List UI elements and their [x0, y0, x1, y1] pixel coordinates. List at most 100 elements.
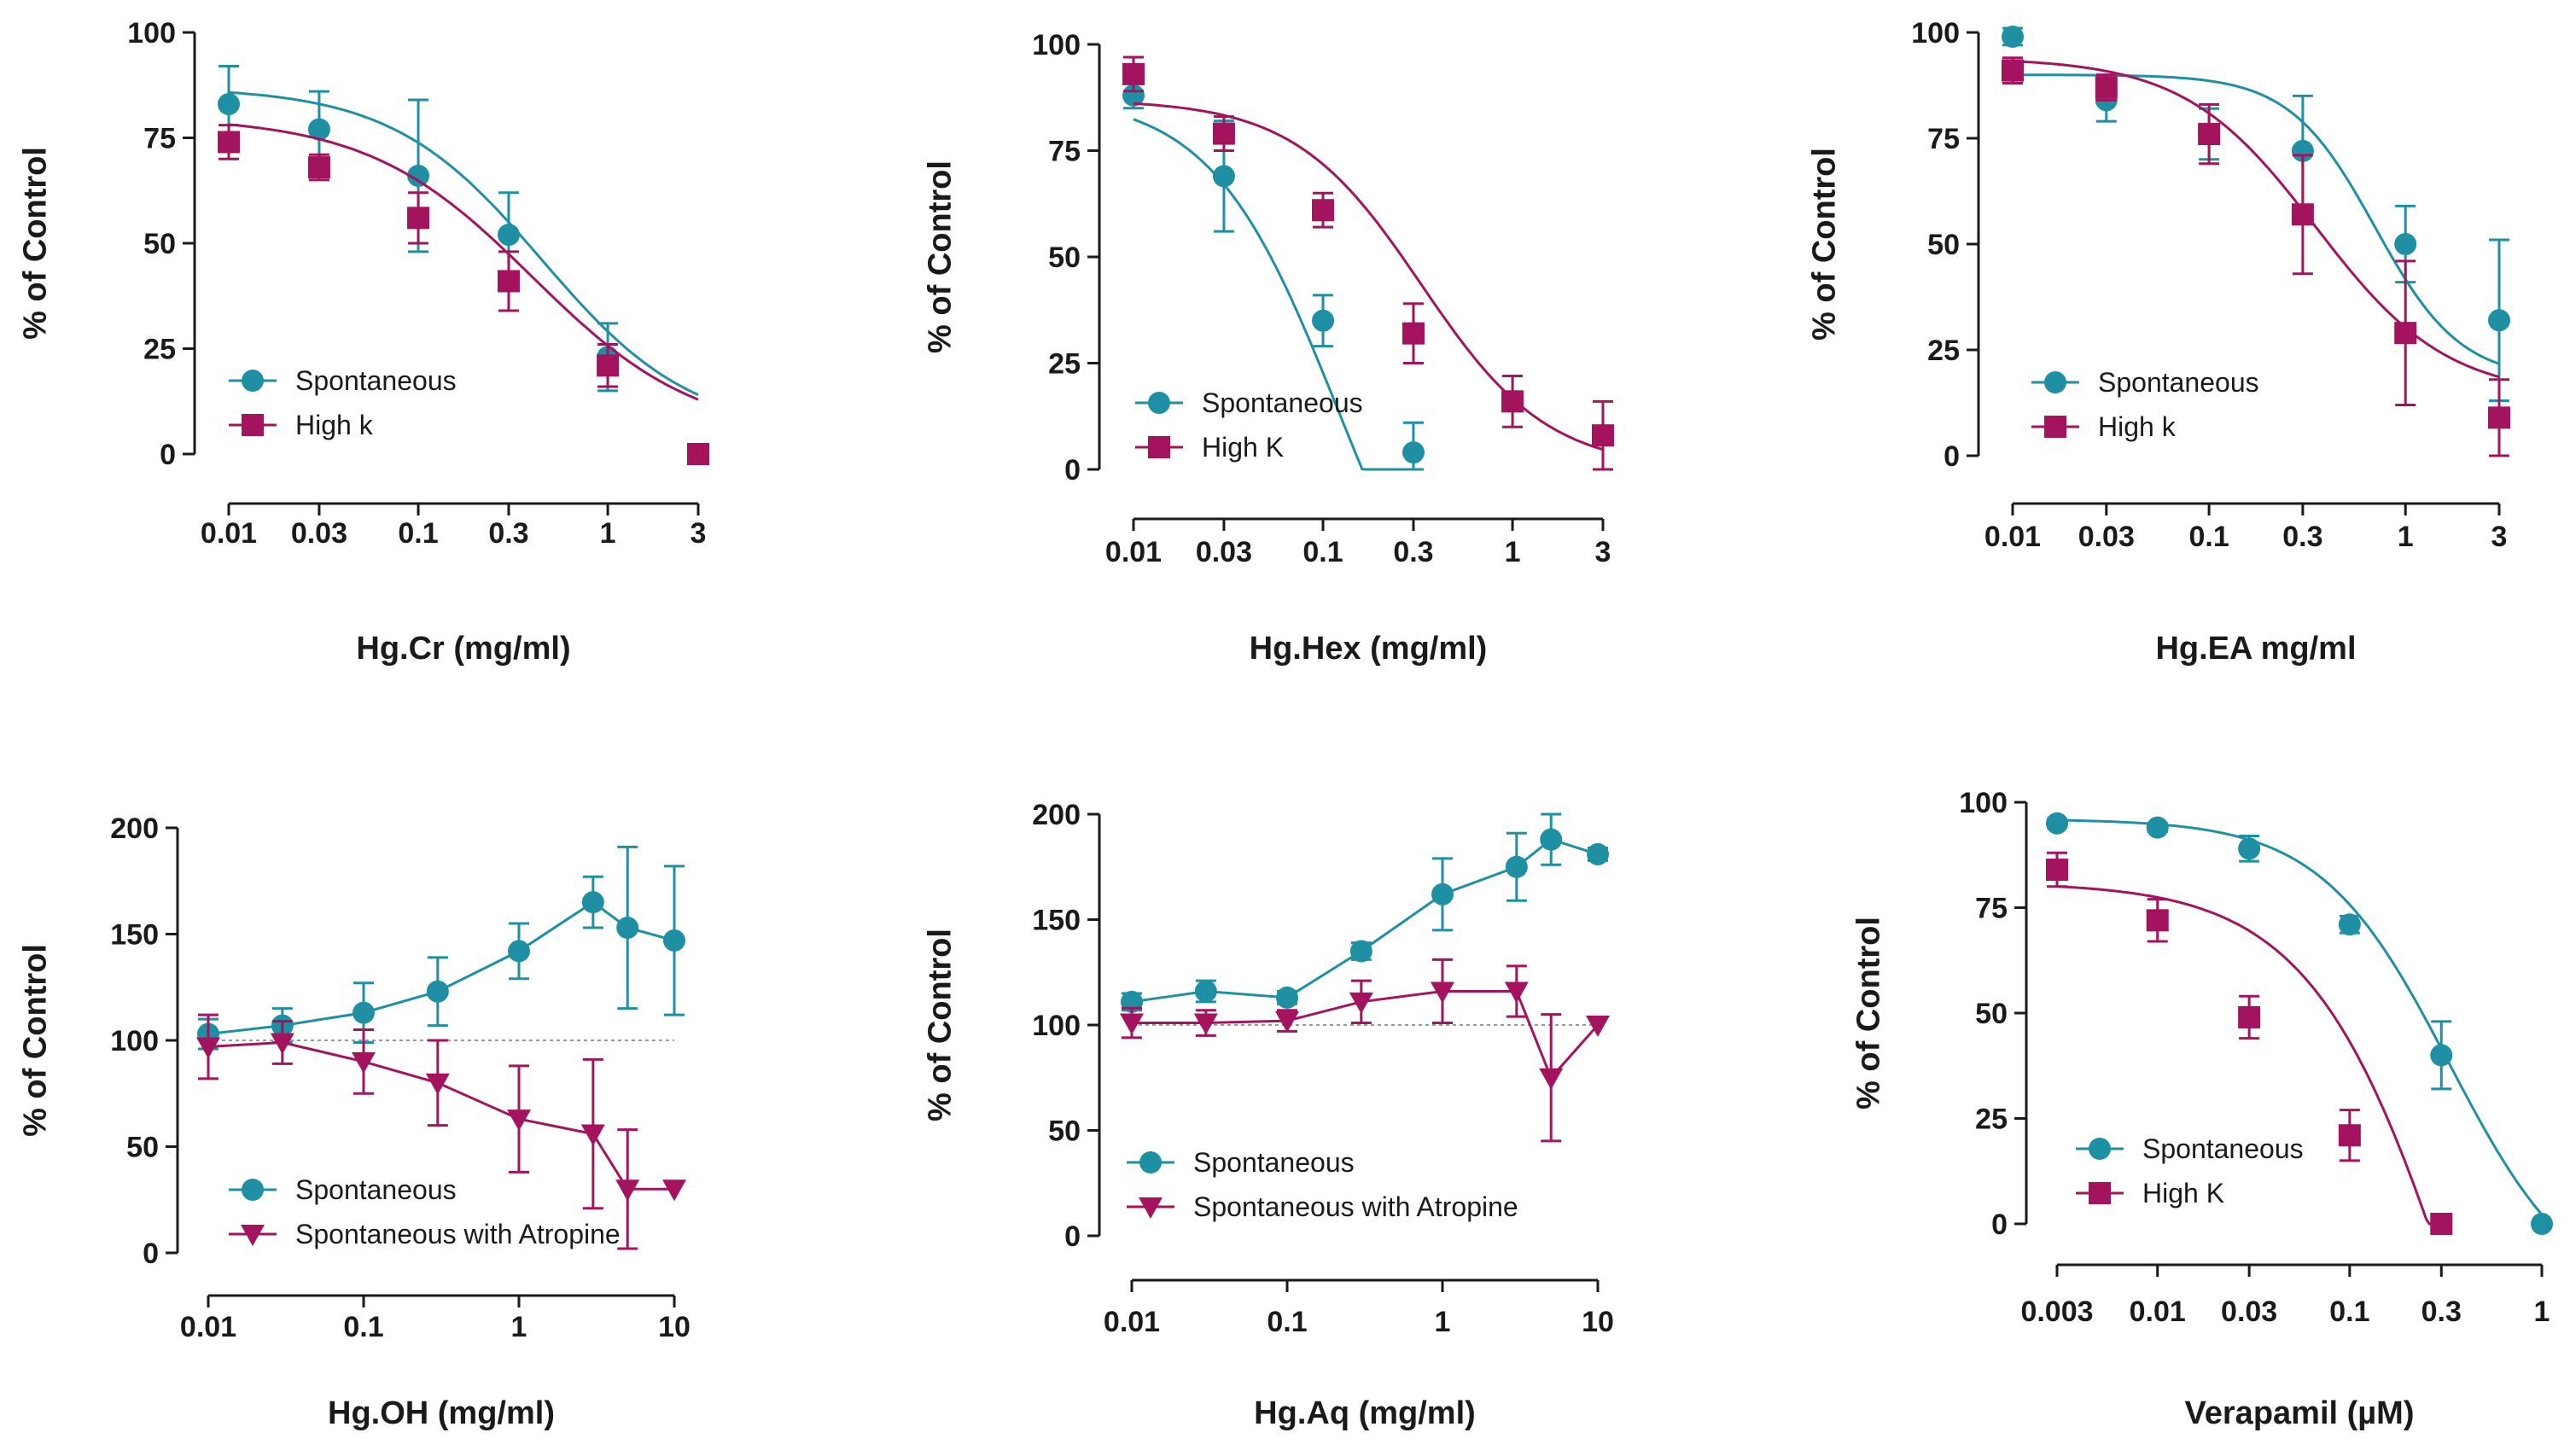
x-tick-label: 0.01 — [1105, 536, 1162, 568]
chart-panel-3: 0 25 50 75 100 0.01 0.03 0.1 0.3 1 3 % of Control Hg… — [1806, 17, 2510, 667]
data-point — [508, 940, 530, 963]
x-axis-label: Hg.EA mg/ml — [2155, 631, 2356, 667]
data-point — [353, 1001, 375, 1024]
data-point — [1402, 322, 1425, 345]
legend-marker — [1148, 436, 1170, 458]
data-point — [1504, 981, 1529, 1004]
legend-label: Spontaneous — [1202, 387, 1363, 418]
y-tick-label: 200 — [110, 812, 159, 845]
x-tick-label: 3 — [691, 517, 707, 550]
data-point — [1592, 424, 1614, 447]
legend-marker — [1139, 1151, 1162, 1174]
chart-panel-6: 0 25 50 75 100 0.003 0.01 0.03 0.1 0.3 1 % of Contr… — [1850, 787, 2553, 1431]
data-point — [218, 92, 240, 115]
series-spontaneous — [2002, 25, 2510, 403]
data-point — [1122, 84, 1145, 107]
fit-curve — [2012, 60, 2500, 379]
x-axis-label: Verapamil (µM) — [2185, 1395, 2415, 1431]
data-point — [2430, 1044, 2453, 1067]
y-axis-label: % of Control — [17, 944, 53, 1137]
data-point — [2291, 139, 2314, 162]
legend-label: Spontaneous — [2142, 1133, 2304, 1164]
data-point — [2002, 59, 2024, 82]
data-point — [307, 156, 330, 179]
x-tick-label: 0.003 — [2020, 1296, 2093, 1328]
y-tick-label: 50 — [1048, 1115, 1081, 1148]
legend-label: High K — [2142, 1178, 2224, 1208]
legend-entry: Spontaneous — [229, 365, 457, 396]
x-tick-label: 1 — [1435, 1306, 1451, 1338]
data-point — [1586, 1016, 1610, 1037]
legend-entry: Spontaneous — [1127, 1147, 1355, 1178]
x-tick-label: 0.3 — [488, 517, 528, 550]
x-tick-label: 0.1 — [1267, 1306, 1307, 1338]
y-tick-label: 25 — [1975, 1104, 2008, 1136]
fit-curve — [2056, 818, 2544, 1216]
data-point — [1276, 986, 1298, 1009]
legend-entry: High K — [1135, 432, 1284, 463]
fit-curve — [2013, 73, 2500, 365]
legend-label: High k — [2098, 411, 2177, 442]
series-high-k — [218, 123, 709, 465]
x-tick-label: 0.03 — [291, 517, 347, 550]
data-point — [2046, 859, 2068, 882]
legend-entry: High k — [2031, 411, 2177, 442]
legend-entry: Spontaneous with Atropine — [229, 1219, 621, 1249]
data-point — [1402, 441, 1425, 464]
legend-label: Spontaneous with Atropine — [1193, 1191, 1518, 1222]
data-point — [2046, 812, 2068, 835]
series-line — [1131, 837, 1599, 1004]
x-tick-label: 0.03 — [2078, 521, 2135, 553]
series-spontaneous — [197, 845, 685, 1051]
data-point — [616, 917, 639, 940]
x-tick-label: 0.1 — [1302, 536, 1343, 568]
legend-label: Spontaneous — [1193, 1147, 1355, 1178]
y-axis-label: % of Control — [17, 147, 53, 340]
data-point — [2430, 1213, 2453, 1235]
data-point — [2488, 309, 2510, 332]
legend-marker — [242, 370, 264, 392]
x-tick-label: 0.3 — [1393, 536, 1433, 568]
y-tick-label: 150 — [110, 919, 159, 952]
x-tick-label: 0.03 — [2221, 1296, 2277, 1328]
chart-panel-1: 0 25 50 75 100 0.01 0.03 0.1 0.3 1 3 % of Control Hg… — [17, 17, 709, 667]
x-tick-label: 3 — [2491, 521, 2508, 553]
data-point — [580, 1124, 605, 1146]
y-tick-label: 50 — [126, 1132, 159, 1164]
series-high-k — [2046, 851, 2453, 1235]
legend-marker — [2089, 1182, 2111, 1204]
y-tick-label: 50 — [143, 228, 176, 260]
data-point — [2531, 1213, 2553, 1235]
data-point — [1540, 828, 1563, 851]
data-point — [2146, 816, 2169, 839]
series-spontaneous — [2046, 812, 2553, 1235]
chart-panel-5: 0 50 100 150 200 0.01 0.1 1 10 % of Control Hg.Aq … — [922, 799, 1614, 1431]
data-point — [425, 1073, 450, 1095]
data-point — [1349, 992, 1373, 1014]
data-point — [2238, 837, 2261, 860]
y-tick-label: 50 — [1048, 242, 1081, 274]
series-spontaneous-with-atropine — [1120, 958, 1610, 1143]
data-point — [507, 1109, 531, 1132]
data-point — [1194, 980, 1217, 1003]
series-spontaneous — [1122, 81, 1425, 471]
x-tick-label: 0.01 — [1984, 521, 2041, 553]
fit-curve — [228, 123, 699, 401]
legend-entry: Spontaneous — [2031, 367, 2259, 398]
y-tick-label: 50 — [1927, 229, 1960, 261]
data-point — [1312, 199, 1335, 222]
x-tick-label: 0.3 — [2421, 1296, 2462, 1328]
data-point — [1212, 122, 1235, 145]
y-tick-label: 0 — [1064, 454, 1081, 486]
x-tick-label: 3 — [1595, 536, 1611, 568]
fit-curve — [1133, 118, 1408, 471]
x-axis-label: Hg.Hex (mg/ml) — [1250, 631, 1488, 667]
x-tick-label: 0.03 — [1196, 536, 1252, 568]
data-point — [2488, 406, 2510, 429]
legend-label: High k — [295, 410, 374, 440]
x-tick-label: 0.01 — [1104, 1306, 1160, 1338]
data-point — [497, 270, 520, 293]
x-tick-label: 0.01 — [201, 517, 257, 550]
data-point — [1505, 855, 1528, 878]
